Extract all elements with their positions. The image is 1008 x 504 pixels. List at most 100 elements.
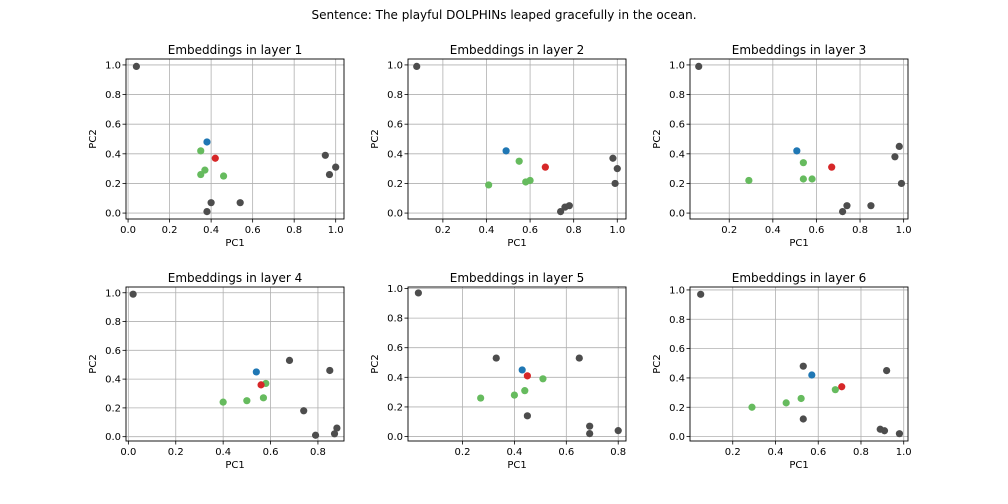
data-point-context xyxy=(745,176,753,185)
axes-frame xyxy=(407,286,627,442)
x-tick-label: 0.4 xyxy=(506,447,522,458)
y-axis-label: PC2 xyxy=(652,129,663,148)
y-axis-label: PC2 xyxy=(88,354,99,373)
y-tick-label: 0.8 xyxy=(105,90,121,101)
axes-frame xyxy=(689,286,909,442)
chart-panel-6: 0.2 0.4 0.6 0.8 1.0 0.0 0.2 0.4 0.6 0.8 1.0 Embeddi… xyxy=(652,271,912,471)
data-point-other xyxy=(897,179,906,188)
data-point-other xyxy=(236,199,244,207)
y-tick-label: 0.6 xyxy=(105,120,121,131)
y-tick-label: 0.0 xyxy=(387,432,403,443)
x-tick-label: 0.2 xyxy=(435,225,451,236)
data-point-other xyxy=(611,179,619,188)
x-axis-label: PC1 xyxy=(789,238,808,249)
data-point-context xyxy=(485,181,493,189)
x-tick-label: 0.2 xyxy=(725,447,741,458)
y-tick-label: 0.2 xyxy=(669,403,685,414)
x-axis-label: PC1 xyxy=(225,460,244,471)
data-point-other xyxy=(880,427,889,435)
data-point-other xyxy=(586,429,594,438)
data-point-context xyxy=(521,387,529,395)
y-tick-label: 1.0 xyxy=(105,60,121,71)
x-tick-label: 0.2 xyxy=(721,225,737,236)
data-point-target xyxy=(252,368,260,376)
x-tick-label: 0.8 xyxy=(853,447,869,458)
y-tick-label: 0.2 xyxy=(669,179,685,190)
data-point-other xyxy=(867,202,875,210)
data-point-other xyxy=(891,153,899,161)
x-tick-label: 0.6 xyxy=(558,447,574,458)
data-point-related xyxy=(838,383,846,391)
chart-title: Embeddings in layer 2 xyxy=(450,43,584,57)
axes-frame xyxy=(125,286,345,442)
x-tick-label: 0.8 xyxy=(566,225,582,236)
data-point-other xyxy=(695,62,703,71)
data-point-other xyxy=(326,366,334,375)
data-point-context xyxy=(477,394,485,402)
x-tick-label: 0.8 xyxy=(286,225,302,236)
chart-title: Embeddings in layer 3 xyxy=(732,43,866,57)
x-tick-label: 0.8 xyxy=(310,447,326,458)
chart-panel-1: 0.0 0.2 0.4 0.6 0.8 1.0 0.0 0.2 0.4 0.6 0.8 1.0 Embe… xyxy=(88,43,345,249)
x-axis-label: PC1 xyxy=(225,238,244,249)
y-tick-label: 0.4 xyxy=(387,373,403,384)
y-tick-label: 0.0 xyxy=(669,432,685,443)
y-tick-label: 0.0 xyxy=(105,209,121,220)
axes-frame xyxy=(689,58,909,220)
data-point-other xyxy=(614,427,622,435)
y-tick-label: 0.4 xyxy=(105,375,121,386)
figure-suptitle: Sentence: The playful DOLPHINs leaped gr… xyxy=(311,8,697,22)
y-tick-label: 0.6 xyxy=(669,344,685,355)
y-tick-label: 1.0 xyxy=(669,60,685,71)
data-point-related xyxy=(523,372,531,380)
data-point-other xyxy=(557,207,565,216)
data-point-context xyxy=(219,398,227,406)
data-point-other xyxy=(330,430,339,438)
x-tick-label: 0.6 xyxy=(808,225,824,236)
y-tick-label: 0.4 xyxy=(105,149,121,160)
data-point-context xyxy=(510,391,519,399)
data-point-other xyxy=(839,207,847,216)
data-point-other xyxy=(129,290,137,298)
axes-frame xyxy=(125,58,345,220)
y-tick-label: 0.8 xyxy=(105,317,121,328)
data-point-other xyxy=(575,354,583,362)
chart-panel-2: 0.2 0.4 0.6 0.8 1.0 0.0 0.2 0.4 0.6 0.8 1.0 Embeddi… xyxy=(370,43,627,249)
x-tick-label: 0.4 xyxy=(479,225,495,236)
data-point-context xyxy=(782,399,790,407)
y-axis-label: PC2 xyxy=(370,129,381,148)
chart-title: Embeddings in layer 5 xyxy=(450,271,584,285)
y-axis-label: PC2 xyxy=(88,129,99,148)
data-point-other xyxy=(799,362,807,370)
x-tick-label: 0.4 xyxy=(203,225,219,236)
y-axis-label: PC2 xyxy=(370,354,381,373)
data-point-other xyxy=(586,422,594,430)
data-point-context xyxy=(799,159,807,167)
data-point-other xyxy=(883,367,891,375)
x-tick-label: 0.4 xyxy=(768,447,784,458)
y-tick-label: 1.0 xyxy=(105,288,121,299)
x-tick-label: 0.0 xyxy=(120,447,136,458)
x-tick-label: 1.0 xyxy=(609,225,625,236)
data-point-other xyxy=(523,412,531,420)
data-point-related xyxy=(257,381,265,389)
data-point-context xyxy=(243,397,251,405)
data-point-related xyxy=(211,154,219,162)
data-point-context xyxy=(797,394,805,403)
data-point-context xyxy=(748,403,756,411)
y-tick-label: 1.0 xyxy=(669,285,685,296)
data-point-other xyxy=(414,289,422,297)
data-point-context xyxy=(808,175,816,183)
x-tick-label: 0.6 xyxy=(245,225,261,236)
axes-frame xyxy=(407,58,627,220)
x-axis-label: PC1 xyxy=(789,460,808,471)
y-tick-label: 1.0 xyxy=(387,284,403,295)
y-tick-label: 0.8 xyxy=(669,90,685,101)
x-tick-label: 0.0 xyxy=(120,225,136,236)
y-tick-label: 0.2 xyxy=(387,179,403,190)
data-point-context xyxy=(219,172,228,180)
data-point-other xyxy=(697,290,705,298)
x-tick-label: 1.0 xyxy=(896,225,912,236)
chart-title: Embeddings in layer 4 xyxy=(168,271,302,285)
